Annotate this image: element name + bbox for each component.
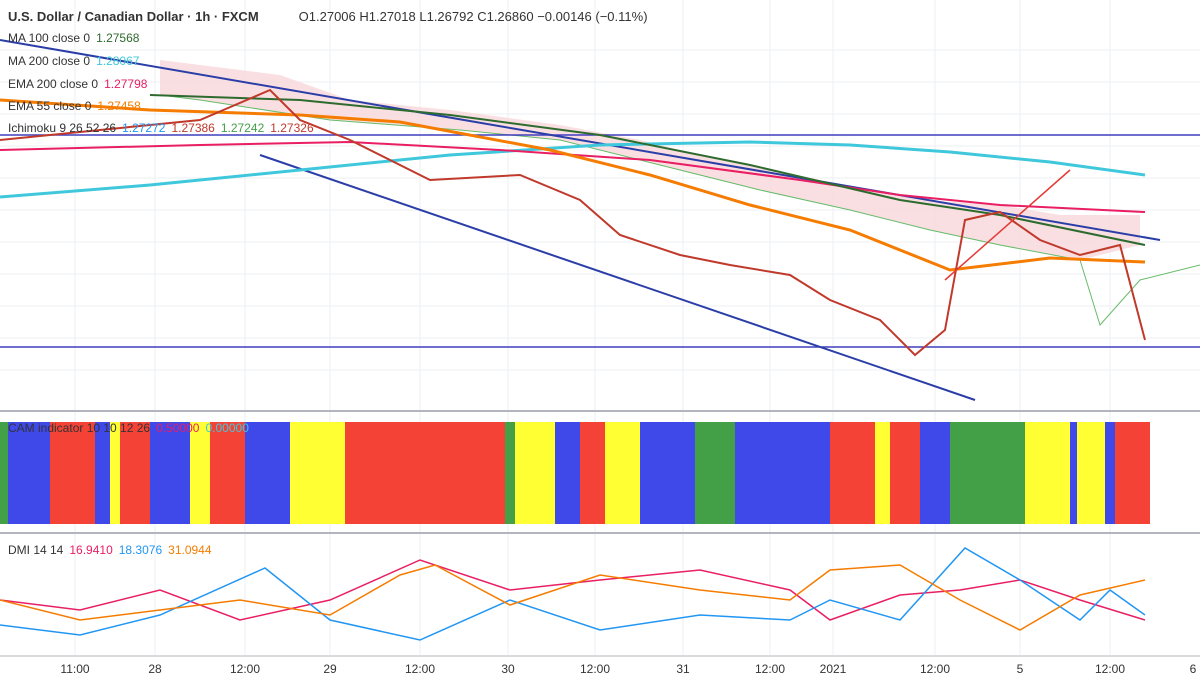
x-tick-label: 31 [676, 662, 690, 676]
symbol: U.S. Dollar / Canadian Dollar · 1h · FXC… [8, 9, 259, 24]
ema-55 [0, 98, 1146, 272]
x-tick-label: 12:00 [229, 662, 261, 676]
senkou-b [159, 94, 1200, 326]
indicator-value: 16.9410 [69, 543, 113, 557]
legend-row: CAM indicator 10 10 12 26 0.50000 0.00000 [8, 421, 249, 435]
indicator-name: DMI 14 14 [8, 543, 64, 557]
channel-bottom [259, 154, 976, 401]
x-tick-label: 29 [323, 662, 337, 676]
legend-row: MA 200 close 0 1.28067 [8, 54, 139, 68]
channel-top [0, 39, 1161, 241]
indicator-name: CAM indicator 10 10 12 26 [8, 421, 151, 435]
indicator-value: 1.27386 [171, 121, 215, 135]
indicator-name: MA 200 close 0 [8, 54, 91, 68]
dmi-plus [0, 547, 1146, 641]
legend-row: Ichimoku 9 26 52 26 1.27272 1.27386 1.27242… [8, 121, 314, 135]
indicator-value: 31.0944 [168, 543, 212, 557]
x-tick-label: 12:00 [404, 662, 436, 676]
dmi-minus [0, 564, 1146, 631]
x-tick-label: 5 [1016, 662, 1024, 676]
indicator-value: 1.27458 [97, 99, 141, 113]
x-tick-label: 6 [1189, 662, 1197, 676]
ohlc: O1.27006 H1.27018 L1.26792 C1.26860 −0.0… [298, 9, 648, 24]
ma-100 [149, 94, 1146, 246]
x-tick-label: 28 [148, 662, 162, 676]
indicator-value: 0.50000 [156, 421, 200, 435]
grid [0, 0, 1200, 655]
x-tick-label: 12:00 [1094, 662, 1126, 676]
x-tick-label: 2021 [819, 662, 847, 676]
cam-bars [0, 422, 1150, 524]
x-tick-label: 12:00 [919, 662, 951, 676]
indicator-value: 1.28067 [96, 54, 140, 68]
x-tick-label: 11:00 [60, 662, 90, 676]
indicator-value: 1.27798 [104, 77, 148, 91]
indicator-value: 1.27568 [96, 31, 140, 45]
x-tick-label: 30 [501, 662, 515, 676]
legend-row: MA 100 close 0 1.27568 [8, 31, 139, 45]
indicator-name: Ichimoku 9 26 52 26 [8, 121, 117, 135]
ma-200 [0, 140, 1146, 199]
legend-row: EMA 55 close 0 1.27458 [8, 99, 141, 113]
legend-row: EMA 200 close 0 1.27798 [8, 77, 147, 91]
ema-200 [0, 140, 1146, 213]
indicator-name: EMA 55 close 0 [8, 99, 92, 113]
dmi-adx [0, 559, 1146, 621]
indicator-value: 1.27326 [270, 121, 314, 135]
symbol-title: U.S. Dollar / Canadian Dollar · 1h · FXC… [8, 10, 648, 24]
indicator-name: MA 100 close 0 [8, 31, 91, 45]
indicator-value: 1.27272 [122, 121, 166, 135]
arrow [944, 169, 1071, 281]
legend-row: DMI 14 14 16.9410 18.3076 31.0944 [8, 543, 212, 557]
x-tick-label: 12:00 [579, 662, 611, 676]
indicator-value: 1.27242 [220, 121, 265, 135]
indicator-name: EMA 200 close 0 [8, 77, 99, 91]
indicator-value: 0.00000 [205, 421, 249, 435]
price [0, 88, 1146, 357]
x-tick-label: 12:00 [754, 662, 786, 676]
indicator-value: 18.3076 [118, 543, 163, 557]
